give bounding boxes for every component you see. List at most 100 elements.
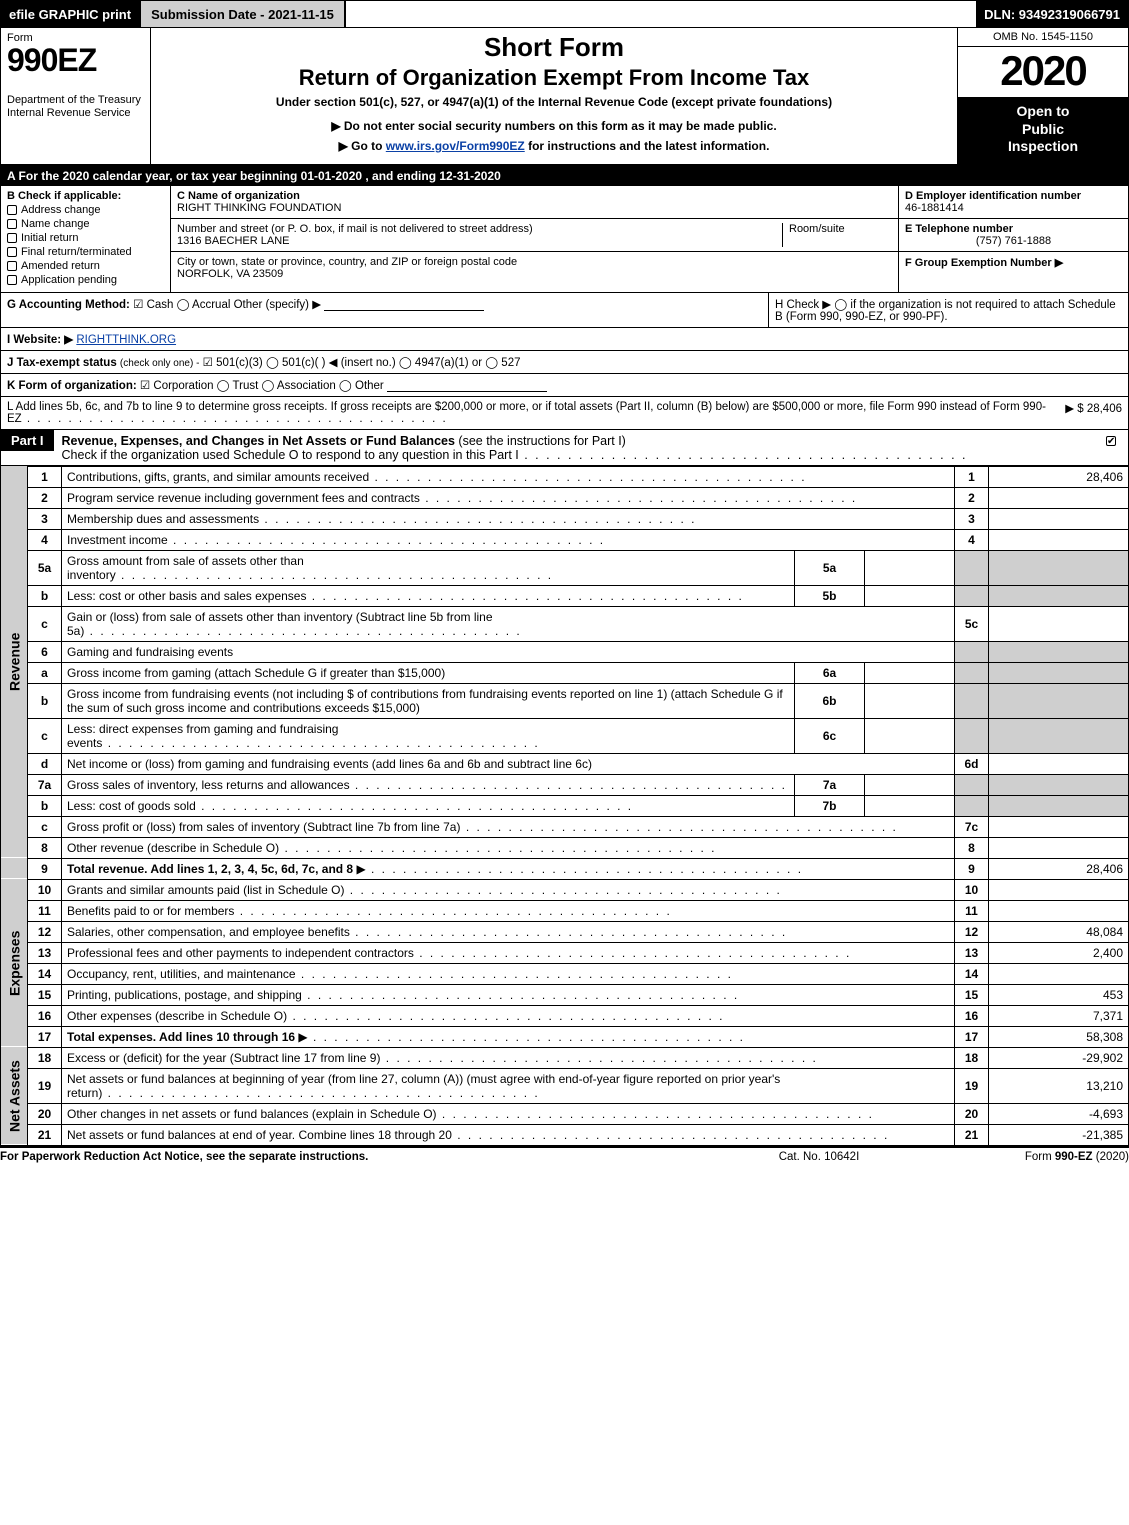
part-i-checkbox[interactable]	[1098, 431, 1128, 451]
submission-date: Submission Date - 2021-11-15	[139, 1, 346, 27]
lineno: 20	[28, 1103, 62, 1124]
line-k-label: K Form of organization:	[7, 380, 137, 392]
telephone-label: E Telephone number	[905, 223, 1122, 235]
line-desc: Contributions, gifts, grants, and simila…	[62, 466, 955, 487]
lineno: 4	[28, 529, 62, 550]
topstrip-spacer	[346, 1, 976, 27]
table-row: 4 Investment income 4	[1, 529, 1129, 550]
line-j-options: ☑ 501(c)(3) ◯ 501(c)( ) ◀ (insert no.) ◯…	[203, 357, 521, 369]
footer-paperwork: For Paperwork Reduction Act Notice, see …	[0, 1151, 709, 1163]
line-ref: 18	[955, 1047, 989, 1068]
lineno: 2	[28, 487, 62, 508]
org-name-label: C Name of organization	[177, 190, 892, 202]
line-i: I Website: ▶ RIGHTTHINK.ORG	[0, 328, 1129, 351]
lineno: 8	[28, 837, 62, 858]
goto-instruction: Go to www.irs.gov/Form990EZ for instruct…	[159, 139, 949, 153]
line-ref	[955, 683, 989, 718]
line-desc: Grants and similar amounts paid (list in…	[62, 879, 955, 900]
ein-cell: D Employer identification number 46-1881…	[899, 186, 1128, 219]
table-row: c Gross profit or (loss) from sales of i…	[1, 816, 1129, 837]
ein-label: D Employer identification number	[905, 190, 1122, 202]
subline-amount	[865, 774, 955, 795]
line-h-text: H Check ▶ ◯ if the organization is not r…	[775, 299, 1116, 323]
line-desc: Program service revenue including govern…	[62, 487, 955, 508]
table-row: 5a Gross amount from sale of assets othe…	[1, 550, 1129, 585]
line-ref: 7c	[955, 816, 989, 837]
subline-amount	[865, 718, 955, 753]
subline-ref: 5b	[795, 585, 865, 606]
line-amount: 28,406	[989, 858, 1129, 879]
line-ref: 16	[955, 1005, 989, 1026]
efile-print-label[interactable]: efile GRAPHIC print	[1, 1, 139, 27]
line-desc: Investment income	[62, 529, 955, 550]
line-desc: Less: cost of goods sold	[62, 795, 795, 816]
line-amount	[989, 718, 1129, 753]
line-ref: 13	[955, 942, 989, 963]
org-city-label: City or town, state or province, country…	[177, 256, 892, 268]
line-desc: Gross sales of inventory, less returns a…	[62, 774, 795, 795]
website-link[interactable]: RIGHTTHINK.ORG	[76, 334, 176, 346]
omb-number: OMB No. 1545-1150	[958, 28, 1128, 47]
line-k-other-blank[interactable]	[387, 379, 547, 392]
org-city-value: NORFOLK, VA 23509	[177, 268, 892, 280]
line-i-label: I Website: ▶	[7, 334, 73, 346]
line-ref: 11	[955, 900, 989, 921]
chk-address-change[interactable]: Address change	[7, 204, 164, 216]
lineno: 21	[28, 1124, 62, 1145]
line-amount	[989, 753, 1129, 774]
line-ref	[955, 795, 989, 816]
footer-catalog: Cat. No. 10642I	[709, 1151, 929, 1163]
line-ref: 10	[955, 879, 989, 900]
line-amount	[989, 550, 1129, 585]
org-name-row: C Name of organization RIGHT THINKING FO…	[171, 186, 898, 219]
org-address-value: 1316 BAECHER LANE	[177, 235, 782, 247]
line-amount: 7,371	[989, 1005, 1129, 1026]
line-desc: Occupancy, rent, utilities, and maintena…	[62, 963, 955, 984]
org-city-row: City or town, state or province, country…	[171, 252, 898, 284]
open-to-public: Open to Public Inspection	[958, 97, 1128, 164]
line-k: K Form of organization: ☑ Corporation ◯ …	[0, 374, 1129, 397]
line-g-options: ☑ Cash ◯ Accrual Other (specify) ▶	[133, 299, 321, 311]
line-desc: Gross profit or (loss) from sales of inv…	[62, 816, 955, 837]
org-address-row: Number and street (or P. O. box, if mail…	[171, 219, 898, 252]
col-b-header: B Check if applicable:	[7, 190, 164, 202]
section-netassets-label: Net Assets	[1, 1047, 28, 1145]
subline-ref: 5a	[795, 550, 865, 585]
part-i-tag: Part I	[1, 430, 54, 451]
table-row: 7a Gross sales of inventory, less return…	[1, 774, 1129, 795]
lineno: 3	[28, 508, 62, 529]
line-desc: Gross income from fundraising events (no…	[62, 683, 795, 718]
line-amount	[989, 606, 1129, 641]
lineno: d	[28, 753, 62, 774]
line-amount: 48,084	[989, 921, 1129, 942]
part-i-text: Revenue, Expenses, and Changes in Net As…	[54, 431, 1098, 465]
line-amount: 13,210	[989, 1068, 1129, 1103]
line-desc: Printing, publications, postage, and shi…	[62, 984, 955, 1005]
subline-ref: 6c	[795, 718, 865, 753]
chk-name-change[interactable]: Name change	[7, 218, 164, 230]
line-desc: Net assets or fund balances at beginning…	[62, 1068, 955, 1103]
telephone-cell: E Telephone number (757) 761-1888	[899, 219, 1128, 252]
table-row: Net Assets 18 Excess or (deficit) for th…	[1, 1047, 1129, 1068]
subline-ref: 6a	[795, 662, 865, 683]
line-amount: 453	[989, 984, 1129, 1005]
table-row: 19 Net assets or fund balances at beginn…	[1, 1068, 1129, 1103]
line-j: J Tax-exempt status (check only one) - ☑…	[0, 351, 1129, 374]
chk-application-pending[interactable]: Application pending	[7, 274, 164, 286]
section-revenue-label: Revenue	[1, 466, 28, 858]
line-g-other-blank[interactable]	[324, 298, 484, 311]
table-row: b Less: cost or other basis and sales ex…	[1, 585, 1129, 606]
chk-final-return[interactable]: Final return/terminated	[7, 246, 164, 258]
top-strip: efile GRAPHIC print Submission Date - 20…	[0, 0, 1129, 28]
line-amount	[989, 879, 1129, 900]
line-ref: 20	[955, 1103, 989, 1124]
irs-link[interactable]: www.irs.gov/Form990EZ	[386, 139, 525, 153]
line-h: H Check ▶ ◯ if the organization is not r…	[768, 293, 1128, 327]
chk-initial-return[interactable]: Initial return	[7, 232, 164, 244]
chk-amended-return[interactable]: Amended return	[7, 260, 164, 272]
part-i-header: Part I Revenue, Expenses, and Changes in…	[0, 430, 1129, 466]
table-row: d Net income or (loss) from gaming and f…	[1, 753, 1129, 774]
line-ref: 21	[955, 1124, 989, 1145]
lineno: c	[28, 606, 62, 641]
line-ref: 19	[955, 1068, 989, 1103]
